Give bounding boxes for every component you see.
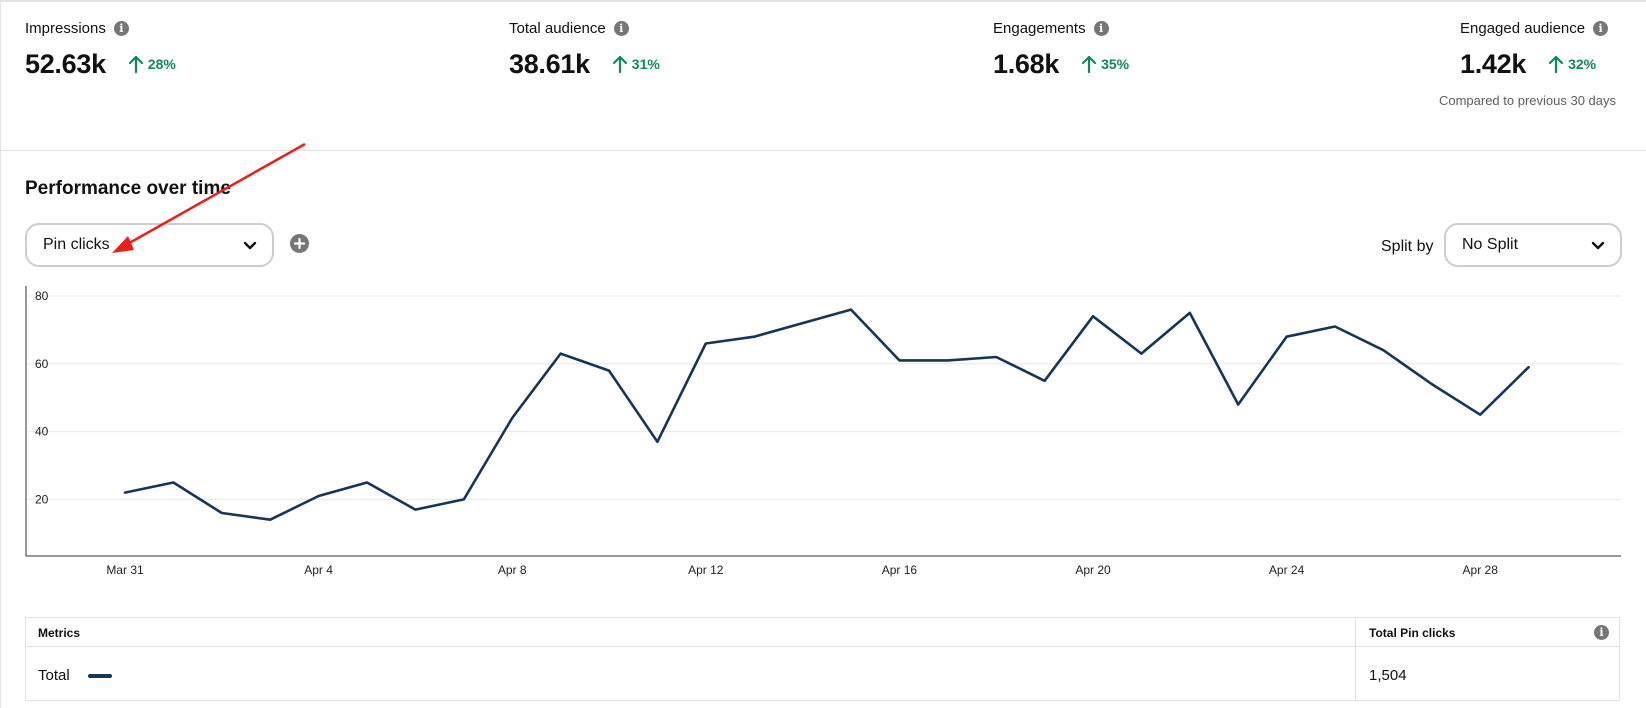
table-row-value: 1,504 xyxy=(1369,667,1407,684)
metric-value: 1.42k xyxy=(1460,48,1527,79)
arrow-up-icon xyxy=(1081,55,1097,74)
metric-change-value: 35% xyxy=(1101,56,1130,72)
x-tick-label: Apr 16 xyxy=(882,563,918,577)
metric-change-value: 28% xyxy=(147,56,176,72)
column-header-total: Total Pin clicks xyxy=(1369,626,1456,640)
metric-engaged-audience: Engaged audience i 1.42k 32% xyxy=(1460,18,1609,80)
top-border xyxy=(0,0,1646,2)
plus-icon xyxy=(294,238,305,249)
split-select-value: No Split xyxy=(1462,236,1519,253)
section-title: Performance over time xyxy=(25,178,231,199)
chevron-down-icon xyxy=(243,241,257,250)
metric-change: 35% xyxy=(1081,54,1129,74)
left-border xyxy=(0,0,1,708)
split-by-label: Split by xyxy=(1381,238,1434,255)
x-tick-label: Apr 28 xyxy=(1463,563,1499,577)
comparison-note: Compared to previous 30 days xyxy=(1438,93,1616,108)
metric-total-audience: Total audience i 38.61k 31% xyxy=(509,18,660,80)
y-tick-label: 80 xyxy=(35,289,49,303)
column-divider xyxy=(1355,618,1356,700)
column-header-metrics: Metrics xyxy=(38,626,81,640)
metric-label: Engaged audience xyxy=(1460,19,1586,37)
info-icon[interactable]: i xyxy=(1593,20,1609,36)
metric-change-value: 31% xyxy=(631,56,660,72)
series-legend-swatch xyxy=(88,674,112,678)
table-header xyxy=(26,618,1619,647)
info-icon[interactable]: i xyxy=(1594,625,1609,640)
add-metric-button[interactable] xyxy=(290,234,309,253)
metric-engagements: Engagements i 1.68k 35% xyxy=(993,18,1129,80)
info-icon[interactable]: i xyxy=(113,20,129,36)
y-tick-label: 20 xyxy=(35,492,49,506)
metric-value: 52.63k xyxy=(25,48,106,79)
x-tick-label: Apr 24 xyxy=(1269,563,1305,577)
chevron-down-icon xyxy=(1591,241,1605,250)
section-divider xyxy=(0,150,1646,151)
x-tick-label: Apr 8 xyxy=(498,563,527,577)
x-tick-label: Apr 4 xyxy=(304,563,333,577)
metrics-table: Metrics Total Pin clicks i Total 1,504 xyxy=(25,617,1620,701)
series-line xyxy=(123,308,1530,521)
x-tick-label: Apr 12 xyxy=(688,563,724,577)
x-tick-label: Apr 20 xyxy=(1075,563,1111,577)
split-select[interactable]: No Split xyxy=(1444,223,1622,267)
table-row-label: Total xyxy=(38,667,70,684)
metric-select[interactable]: Pin clicks xyxy=(25,223,274,267)
x-tick-label: Mar 31 xyxy=(106,563,144,577)
metric-change-value: 32% xyxy=(1568,56,1597,72)
arrow-up-icon xyxy=(1548,55,1564,74)
metric-change: 28% xyxy=(128,54,176,74)
metric-label: Total audience xyxy=(509,19,606,37)
performance-line-chart: 20 40 60 80 Mar 31 Apr 4 Apr 8 Apr 12 Apr 16 Apr … xyxy=(25,286,1621,577)
metric-label: Impressions xyxy=(25,19,106,37)
info-icon[interactable]: i xyxy=(1093,20,1109,36)
metric-value: 1.68k xyxy=(993,48,1060,79)
y-tick-label: 40 xyxy=(35,425,49,439)
arrow-up-icon xyxy=(128,55,143,74)
arrow-up-icon xyxy=(612,55,627,74)
metric-change: 32% xyxy=(1548,54,1596,74)
metric-label: Engagements xyxy=(993,19,1086,37)
y-tick-label: 60 xyxy=(35,357,49,371)
metric-select-value: Pin clicks xyxy=(43,236,110,253)
info-icon[interactable]: i xyxy=(613,20,629,36)
metric-change: 31% xyxy=(612,54,660,74)
metric-value: 38.61k xyxy=(509,48,590,79)
metric-impressions: Impressions i 52.63k 28% xyxy=(25,18,176,80)
